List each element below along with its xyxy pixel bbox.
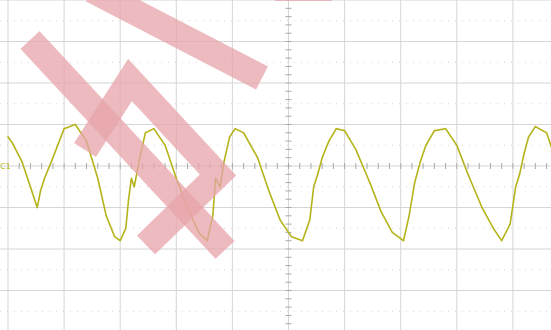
waveform-point (425, 144, 427, 147)
waveform-point (268, 190, 270, 192)
waveform-point (256, 156, 259, 159)
waveform-point (39, 190, 42, 192)
waveform-point (52, 156, 54, 159)
waveform-point (301, 239, 304, 242)
waveform-point (456, 144, 458, 147)
waveform-point (316, 173, 319, 176)
waveform-point (125, 227, 127, 230)
waveform-point (290, 235, 293, 238)
waveform-point (127, 198, 130, 200)
waveform-point (38, 198, 40, 200)
waveform-point (113, 235, 116, 238)
waveform-point (105, 215, 107, 217)
waveform-point (21, 161, 23, 163)
waveform-point (7, 136, 9, 138)
watermark-logo (20, 0, 332, 259)
waveform-point (242, 132, 245, 134)
waveform-point (11, 142, 14, 144)
waveform-point (509, 223, 511, 225)
waveform-point (492, 227, 495, 230)
waveform-point (545, 132, 548, 134)
waveform-point (153, 127, 155, 130)
waveform-point (413, 181, 416, 184)
waveform-point (534, 125, 537, 128)
waveform-point (419, 161, 422, 163)
waveform-point (130, 177, 133, 180)
waveform-point (74, 123, 77, 126)
waveform-point (355, 148, 357, 151)
waveform-point (433, 129, 436, 132)
waveform-point (514, 186, 517, 188)
waveform-point (312, 186, 315, 188)
waveform-point (527, 136, 530, 138)
waveform-point (43, 177, 46, 180)
waveform-point (444, 127, 447, 130)
waveform-point (133, 186, 135, 188)
waveform-point (321, 156, 324, 159)
waveform-point (408, 215, 410, 217)
waveform-traces (7, 123, 551, 242)
channel-marker-label: C1 (0, 162, 11, 171)
waveform-point (212, 215, 214, 217)
channel-markers: C1 (0, 162, 11, 171)
waveform-point (369, 181, 371, 184)
waveform-point (119, 239, 121, 242)
waveform-point (523, 152, 525, 155)
waveform-point (144, 132, 147, 134)
waveform-point (36, 206, 38, 209)
waveform-point (335, 127, 338, 130)
waveform-point (234, 127, 236, 130)
waveform-point (328, 140, 330, 142)
waveform-point (481, 206, 483, 209)
waveform-point (97, 177, 99, 180)
waveform-point (164, 144, 166, 147)
waveform-point (391, 231, 394, 234)
waveform-point (380, 210, 382, 213)
waveform-point (500, 239, 503, 242)
waveform-point (228, 136, 231, 138)
waveform-point (279, 219, 281, 221)
waveform-point (402, 239, 405, 242)
waveform-point (63, 127, 65, 130)
waveform-point (467, 173, 469, 176)
waveform-point (343, 129, 346, 132)
waveform-point (29, 186, 32, 188)
watermark-stroke-e (74, 58, 237, 255)
waveform-point (518, 173, 521, 176)
waveform-point (309, 219, 311, 221)
watermark-stroke-top (86, 0, 268, 90)
